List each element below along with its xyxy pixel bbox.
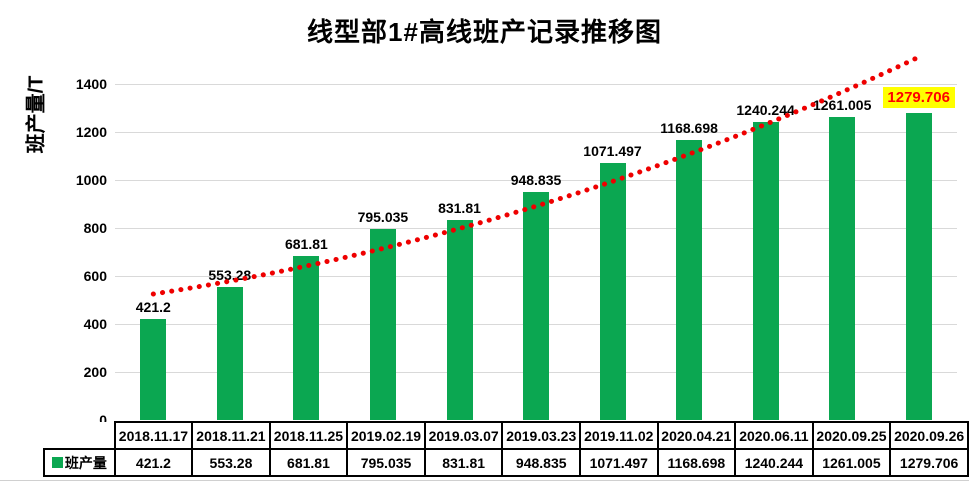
y-tick-label: 600: [83, 268, 107, 284]
date-cell: 2020.09.25: [811, 421, 892, 450]
gridline: [115, 84, 957, 85]
value-cell: 1071.497: [579, 448, 659, 477]
y-tick-label: 800: [83, 220, 107, 236]
bar: [369, 229, 396, 420]
bar: [905, 112, 932, 420]
value-cell: 1261.005: [811, 448, 892, 477]
y-tick-label: 1400: [75, 76, 107, 92]
value-cell: 553.28: [191, 448, 271, 477]
legend-cell: 班产量: [43, 448, 116, 477]
data-table: 2018.11.17 2018.11.21 2018.11.25 2019.02.19…: [43, 421, 969, 477]
value-cell: 681.81: [268, 448, 349, 477]
y-tick-label: 200: [83, 364, 107, 380]
date-cell: 2020.04.21: [656, 421, 737, 450]
chart-bottom-border: [0, 480, 969, 481]
y-tick-label: 1000: [75, 172, 107, 188]
bar: [446, 220, 473, 420]
value-cell: 1168.698: [656, 448, 737, 477]
bar: [599, 162, 626, 420]
date-row: 2018.11.17 2018.11.21 2018.11.25 2019.02.19…: [44, 421, 969, 450]
value-cell: 831.81: [423, 448, 504, 477]
date-cell: 2020.06.11: [734, 421, 814, 450]
bar: [523, 192, 549, 420]
bar-value-label: 553.28: [208, 267, 252, 284]
highlighted-value-label: 1279.706: [882, 86, 955, 108]
green-square-icon: [51, 456, 63, 468]
date-cell: 2019.03.23: [501, 421, 582, 450]
value-cell: 948.835: [501, 448, 582, 477]
bar: [829, 117, 856, 420]
bar-value-label: 421.2: [135, 298, 171, 315]
value-cell: 421.2: [113, 448, 194, 477]
chart-title: 线型部1#高线班产记录推移图: [307, 17, 662, 47]
date-cell: 2020.09.26: [889, 421, 969, 450]
bar-value-label: 681.81: [284, 236, 328, 253]
table-corner-cell: [44, 422, 115, 449]
y-tick-label: 0: [99, 412, 107, 428]
value-cell: 1279.706: [889, 448, 969, 477]
y-tick-label: 1200: [75, 124, 107, 140]
legend-label: 班产量: [64, 454, 107, 471]
date-cell: 2019.03.07: [423, 421, 504, 450]
value-cell: 1240.244: [734, 448, 814, 477]
bar-value-label: 1071.497: [583, 142, 642, 159]
date-cell: 2018.11.21: [191, 421, 271, 450]
bar: [752, 122, 779, 420]
bar: [216, 287, 243, 420]
bar: [293, 256, 320, 420]
bar-value-label: 948.835: [510, 172, 562, 189]
value-row: 班产量 421.2 553.28 681.81 795.035 831.81 948.835…: [43, 448, 969, 477]
bar: [676, 139, 703, 420]
bar: [140, 318, 167, 420]
date-cell: 2019.02.19: [346, 421, 426, 450]
value-cell: 795.035: [346, 448, 426, 477]
bar-value-label: 1168.698: [660, 119, 718, 136]
bar-value-label: 1261.005: [812, 97, 872, 114]
date-cell: 2018.11.17: [113, 421, 194, 450]
bar-value-label: 831.81: [438, 200, 481, 217]
y-axis-title: 班产量/T: [25, 75, 48, 154]
y-tick-label: 400: [83, 316, 107, 332]
date-cell: 2019.11.02: [579, 421, 659, 450]
date-cell: 2018.11.25: [268, 421, 349, 450]
